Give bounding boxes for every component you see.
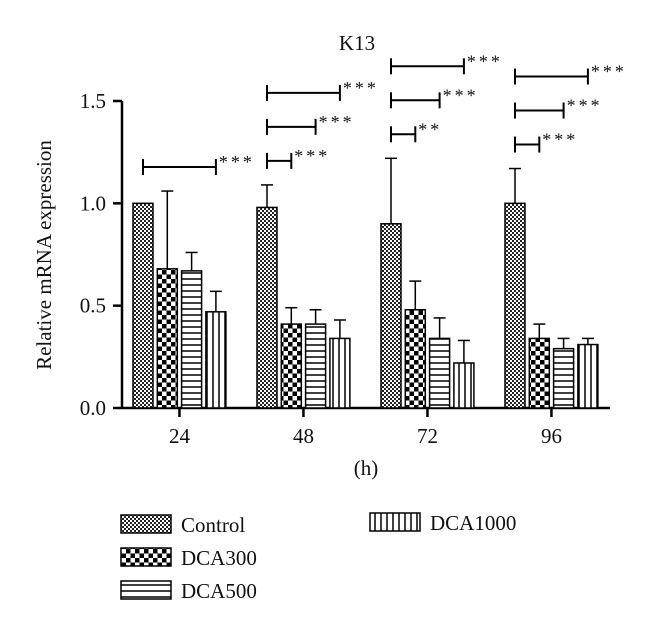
legend-label: DCA500: [181, 579, 257, 603]
bar: [428, 337, 451, 409]
significance-label: ***: [219, 152, 255, 172]
y-tick-label: 1.0: [80, 191, 106, 215]
significance-label: ***: [443, 85, 479, 105]
bar: [132, 202, 154, 409]
significance-label: ***: [343, 78, 379, 98]
x-tick-label: 48: [293, 424, 314, 448]
significance-label: ***: [591, 62, 627, 82]
legend-swatch: [120, 547, 172, 567]
legend-swatch: [120, 580, 172, 600]
x-tick-label: 72: [417, 424, 438, 448]
x-axis-label: (h): [354, 456, 379, 480]
x-tick-label: 24: [169, 424, 191, 448]
legend: Control DCA300 DCA500 DCA1000: [120, 511, 516, 603]
bar: [180, 270, 203, 409]
bar: [577, 343, 599, 409]
bars: [132, 157, 599, 409]
bar: [205, 311, 227, 409]
x-tick-label: 96: [541, 424, 562, 448]
bar: [453, 362, 475, 409]
axes: 0.0 0.5 1.0 1.5 24 48 72 96: [80, 89, 610, 448]
bar: [304, 323, 327, 409]
legend-label: Control: [181, 513, 245, 537]
significance-label: **: [418, 119, 442, 139]
chart-title: K13: [339, 31, 375, 55]
bar: [329, 337, 351, 409]
bar: [280, 323, 303, 409]
significance-label: ***: [542, 130, 578, 150]
significance-label: ***: [319, 112, 355, 132]
legend-swatch: [120, 514, 172, 534]
legend-label: DCA1000: [430, 511, 516, 535]
y-axis-label: Relative mRNA expression: [32, 140, 56, 370]
bar: [528, 337, 551, 409]
significance-label: ***: [567, 96, 603, 116]
bar: [256, 206, 278, 409]
bar: [552, 347, 575, 409]
significance-annotations: *** **************************: [142, 51, 627, 176]
y-tick-label: 0.0: [80, 396, 106, 420]
bar: [156, 268, 179, 409]
significance-label: ***: [294, 146, 330, 166]
bar: [404, 309, 427, 409]
y-tick-label: 1.5: [80, 89, 106, 113]
y-tick-label: 0.5: [80, 294, 106, 318]
significance-label: ***: [467, 51, 503, 71]
legend-swatch: [369, 512, 421, 532]
legend-label: DCA300: [181, 546, 257, 570]
bar: [380, 223, 402, 409]
bar: [504, 202, 526, 409]
